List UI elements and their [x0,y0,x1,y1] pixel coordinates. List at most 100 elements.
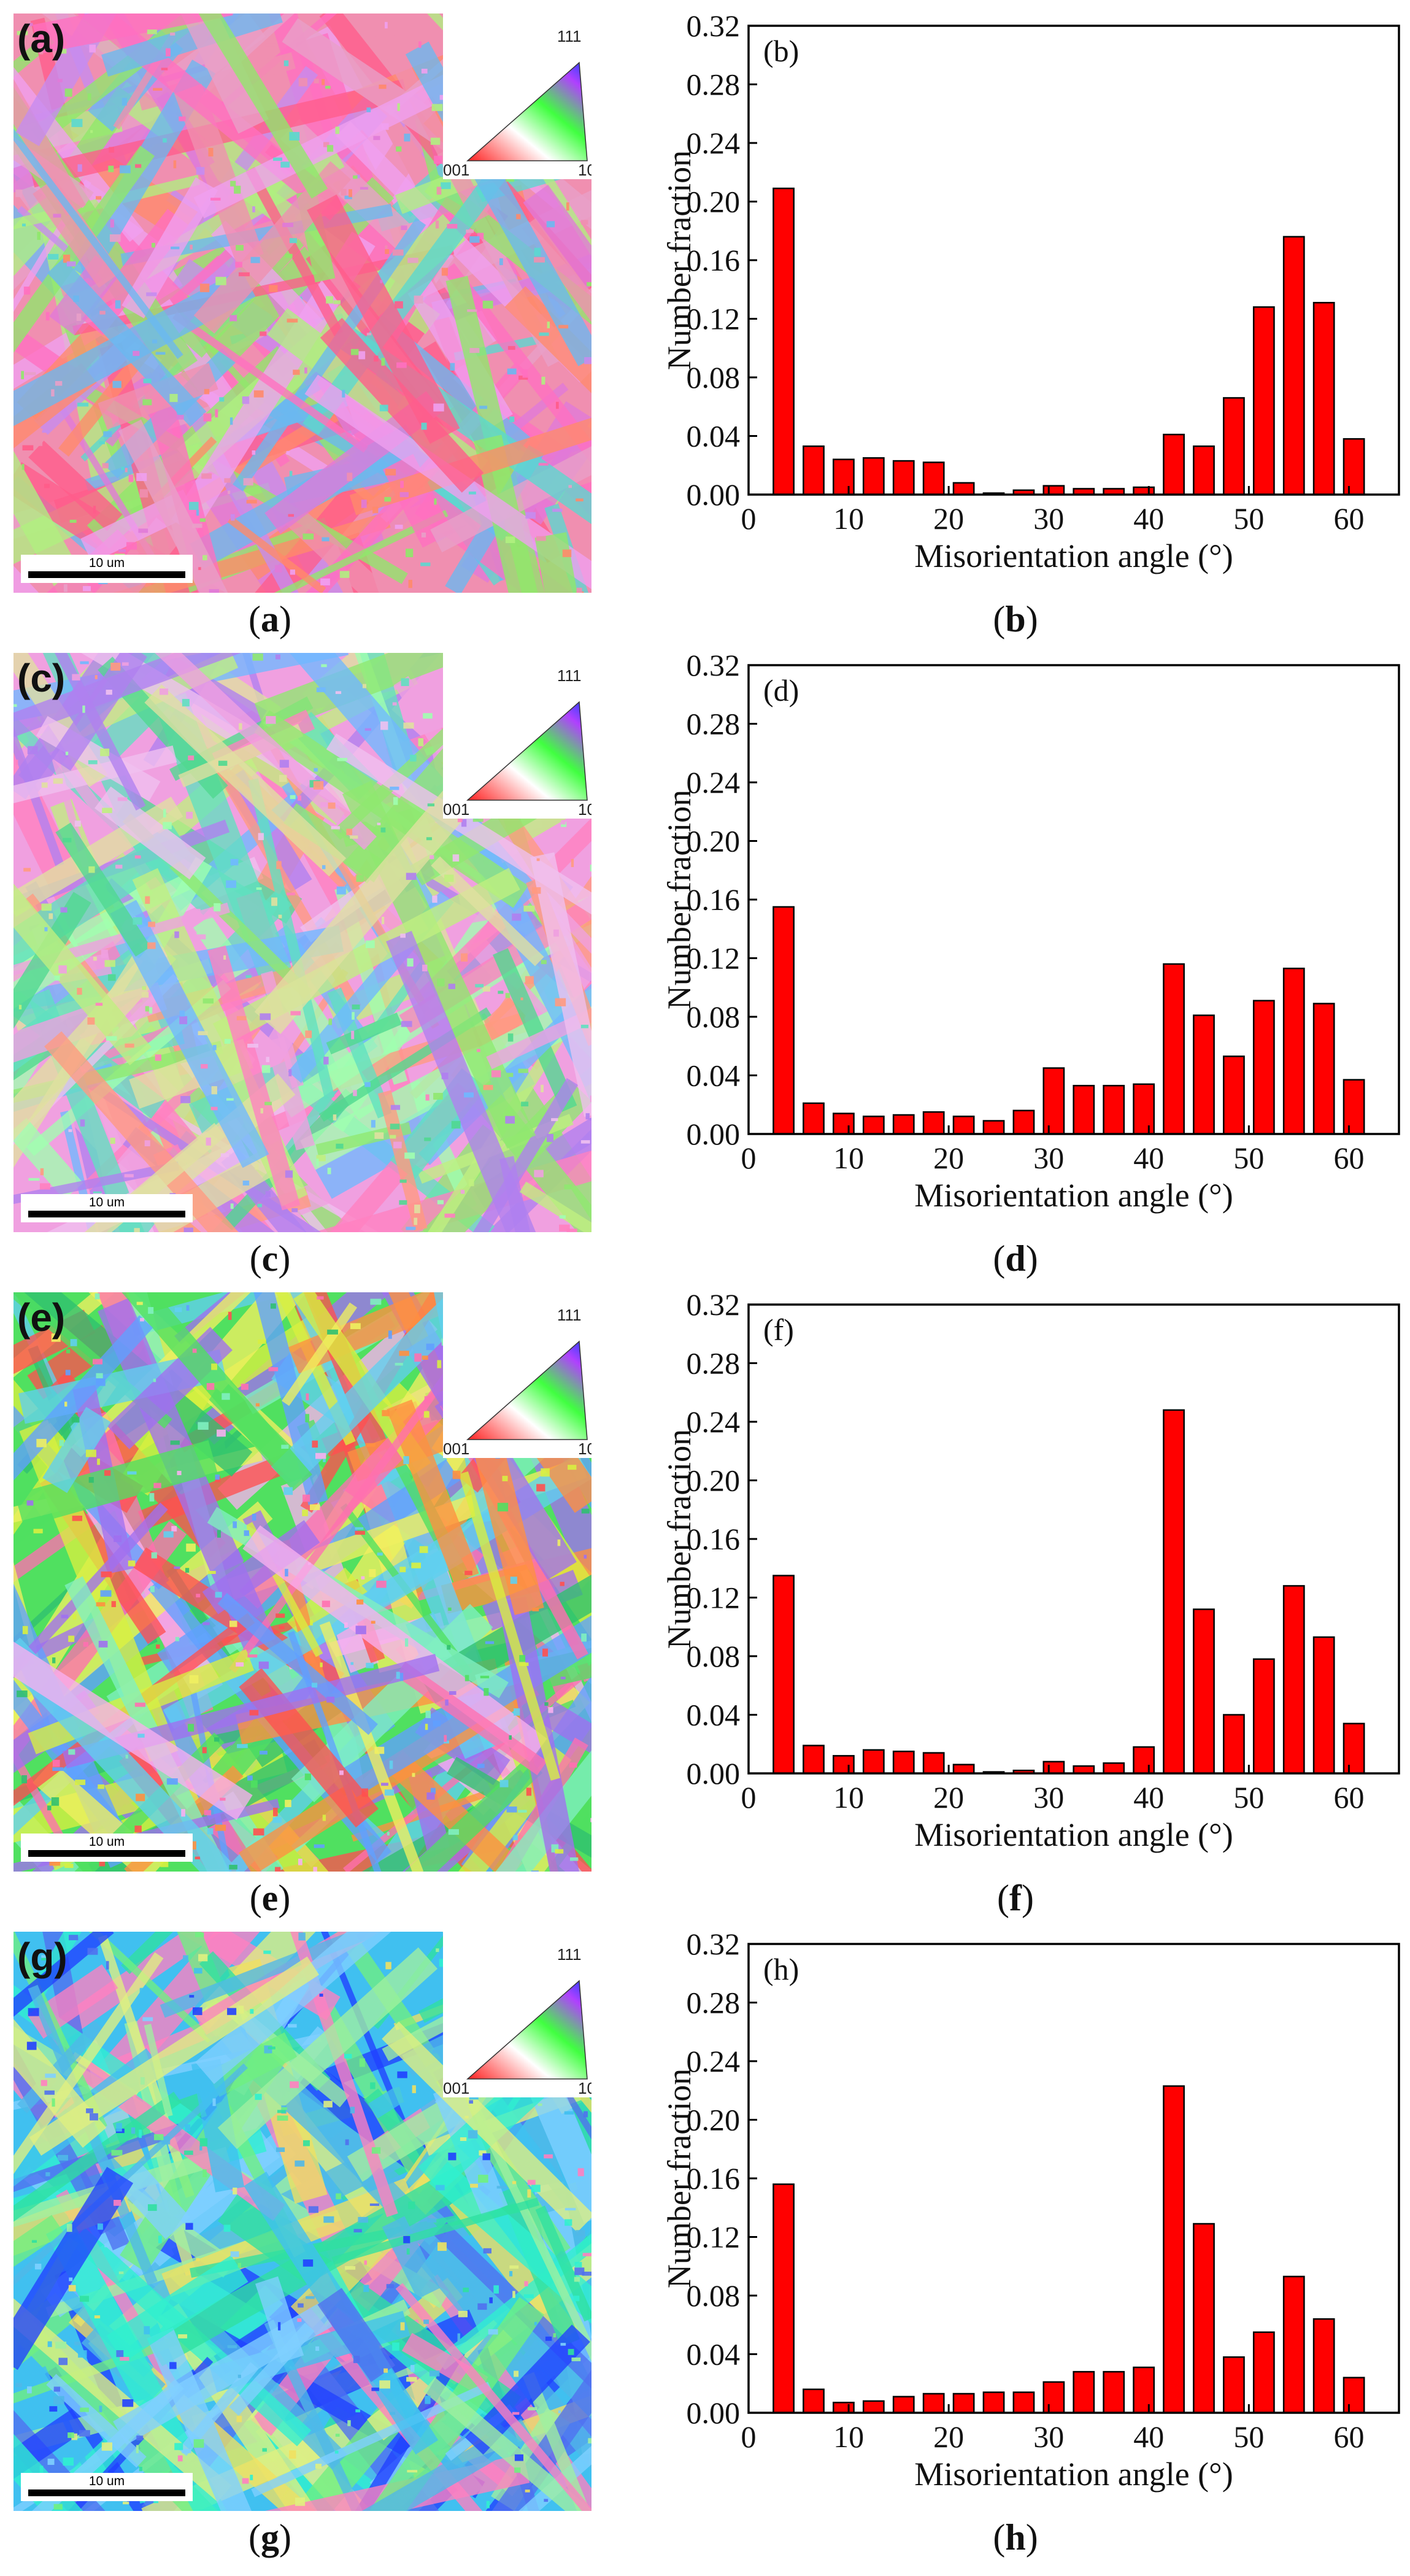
y-tick-label: 0.12 [687,941,741,976]
ipf-label-101: 101 [578,1440,591,1458]
bar [1282,1585,1305,1775]
bar [862,1749,885,1775]
bar [1012,1109,1035,1135]
ipf-label-001: 001 [443,1440,470,1458]
y-tick-label: 0.04 [687,1059,741,1093]
x-tick-label: 20 [933,2420,964,2454]
caption-paren: ) [1025,2517,1038,2558]
bar [1103,2370,1125,2414]
bar [892,1750,915,1775]
bar [1252,1658,1275,1775]
bar [1133,1083,1155,1135]
caption-paren: ( [249,1878,262,1918]
bar [1042,1067,1065,1135]
bar [1012,2391,1035,2414]
caption-paren: ( [993,1238,1006,1279]
caption-paren: ( [993,2517,1006,2558]
x-tick-label: 60 [1333,1780,1364,1814]
scale-bar-label: 10 um [88,2474,125,2488]
scale-bar-label: 10 um [88,556,125,570]
scale-bar: 10 um [21,2473,193,2501]
histogram-svg: 0.00 0.04 0.08 0.12 0.16 0.20 0.24 0.28 0.32 0 10 2… [661,9,1400,574]
x-axis-label: Misorientation angle (°) [914,1816,1233,1853]
histogram-b: 0.00 0.04 0.08 0.12 0.16 0.20 0.24 0.28 0.32 0 10 2… [632,0,1410,589]
bar [1282,2275,1305,2414]
x-tick-label: 50 [1233,501,1264,536]
caption-b: (b) [979,598,1052,641]
x-tick-label: 20 [933,1780,964,1814]
bar [1193,2223,1215,2414]
bar [1103,1762,1125,1775]
bar [952,482,975,496]
ipf-label-001: 001 [443,800,470,819]
bar [1223,1055,1245,1135]
y-tick-label: 0.32 [687,1927,741,1961]
caption-paren: ) [1025,1238,1038,1279]
scale-bar: 10 um [21,555,193,583]
x-tick-label: 40 [1133,501,1164,536]
caption-letter: e [261,1878,279,1918]
y-tick-label: 0.20 [687,824,741,858]
ipf-label-001: 001 [443,161,470,179]
bar [892,460,915,496]
x-axis-label: Misorientation angle (°) [914,2456,1233,2493]
ipf-label-101: 101 [578,161,591,179]
panel-tag: (g) [17,1935,67,1979]
scale-bar-line [28,2489,185,2496]
bar [833,1113,855,1135]
scale-bar-label: 10 um [88,1835,125,1849]
bar [1252,306,1275,496]
y-axis-label: Number fraction [661,150,698,370]
caption-paren: ) [1025,599,1038,639]
panel-tag: (e) [17,1295,66,1340]
y-tick-label: 0.24 [687,765,741,800]
bar [833,458,855,496]
y-tick-label: 0.12 [687,302,741,336]
ebsd-map-c: (c) 111 001 101 10 um [13,653,591,1232]
bar [1133,486,1155,496]
caption-letter: d [1005,1238,1026,1279]
histogram-d: 0.00 0.04 0.08 0.12 0.16 0.20 0.24 0.28 0.32 0 10 2… [632,639,1410,1228]
bar [1042,2381,1065,2414]
y-tick-label: 0.04 [687,1698,741,1732]
bar [772,187,795,496]
bar [833,2402,855,2414]
x-tick-label: 30 [1033,2420,1064,2454]
ipf-legend: 111 001 101 [443,1932,591,2097]
y-tick-label: 0.00 [687,1117,741,1151]
bar [1103,1084,1125,1135]
bar [1133,2366,1155,2414]
x-tick-label: 60 [1333,2420,1364,2454]
bar [1193,1608,1215,1775]
bar [772,2183,795,2414]
caption-paren: ) [278,1878,291,1918]
panel-tag: (a) [17,17,66,61]
caption-paren: ) [279,2517,291,2558]
y-tick-label: 0.16 [687,1522,741,1556]
panel-tag: (c) [17,656,66,700]
y-tick-label: 0.16 [687,2161,741,2196]
y-axis-label: Number fraction [661,2069,698,2288]
x-tick-label: 10 [833,1141,864,1175]
bar [1312,301,1335,496]
bar [1163,963,1185,1135]
bar [803,2388,825,2414]
bar [1042,485,1065,496]
y-tick-label: 0.32 [687,1287,741,1322]
caption-letter: c [261,1238,279,1279]
caption-f: (f) [979,1877,1052,1919]
caption-paren: ) [278,1238,291,1279]
y-tick-label: 0.32 [687,9,741,43]
y-tick-label: 0.00 [687,1756,741,1791]
scale-bar: 10 um [21,1194,193,1222]
bar [1223,397,1245,496]
ebsd-map-a: (a) 111 001 101 10 um [13,13,591,593]
caption-letter: a [261,599,279,639]
y-tick-label: 0.20 [687,185,741,219]
x-tick-label: 40 [1133,2420,1164,2454]
scale-bar-line [28,1850,185,1857]
x-tick-label: 20 [933,1141,964,1175]
scale-bar-label: 10 um [88,1195,125,1209]
y-tick-label: 0.04 [687,2337,741,2372]
bar [772,906,795,1135]
